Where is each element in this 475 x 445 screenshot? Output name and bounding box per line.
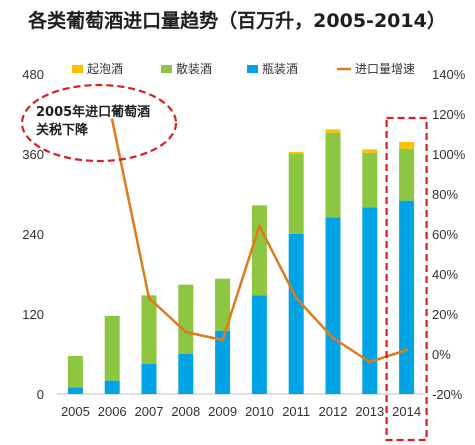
bar-瓶装酒 (67, 387, 83, 394)
bar-瓶装酒 (288, 234, 304, 394)
y2-tick-label: 140% (432, 67, 466, 82)
x-tick-label: 2006 (98, 404, 127, 419)
bar-散装酒 (178, 284, 194, 354)
bar-散装酒 (399, 148, 415, 201)
growth-rate-point (221, 338, 225, 342)
y2-tick-label: 0% (432, 347, 451, 362)
bar-散装酒 (141, 295, 157, 364)
bar-瓶装酒 (325, 217, 341, 394)
y2-tick-label: -20% (432, 387, 463, 402)
x-tick-label: 2010 (245, 404, 274, 419)
bar-散装酒 (325, 132, 341, 218)
plot-area: 0 120 240 360 480 -20% 0% 20% 40% 60% 80% 100% 120% 1… (22, 67, 465, 419)
callout-ellipse (20, 83, 178, 163)
highlight-2014-box (385, 116, 428, 442)
bar-起泡酒 (325, 129, 341, 133)
legend-label: 散装酒 (176, 61, 212, 76)
growth-rate-point (110, 118, 114, 122)
bar-起泡酒 (362, 149, 378, 153)
y2-tick-label: 100% (432, 147, 466, 162)
bar-瓶装酒 (251, 295, 267, 394)
growth-rate-point (184, 330, 188, 334)
chart-title: 各类葡萄酒进口量趋势（百万升，2005-2014） (27, 9, 446, 32)
y-tick-label: 360 (22, 147, 44, 162)
bar-散装酒 (67, 356, 83, 388)
bar-散装酒 (215, 278, 231, 331)
y-tick-label: 240 (22, 227, 44, 242)
x-tick-label: 2005 (61, 404, 90, 419)
x-tick-label: 2011 (282, 404, 310, 419)
legend-swatch (72, 65, 83, 73)
callout-line-1: 2005年进口葡萄酒 (36, 104, 150, 120)
x-tick-label: 2007 (135, 404, 164, 419)
bar-散装酒 (251, 205, 267, 296)
y-tick-label: 480 (22, 67, 44, 82)
callout-line-2: 关税下降 (36, 122, 89, 138)
x-tick-label: 2012 (319, 404, 348, 419)
y2-tick-label: 120% (432, 107, 466, 122)
legend-swatch (247, 65, 258, 73)
growth-rate-point (257, 224, 261, 228)
y2-tick-label: 80% (432, 187, 458, 202)
bar-瓶装酒 (362, 207, 378, 394)
bar-散装酒 (288, 154, 304, 234)
legend-label: 进口量增速 (355, 62, 415, 76)
y2-tick-label: 40% (432, 267, 458, 282)
y-tick-label: 0 (37, 387, 44, 402)
x-tick-label: 2009 (208, 404, 237, 419)
bar-瓶装酒 (215, 330, 231, 394)
bar-散装酒 (104, 316, 120, 381)
bar-起泡酒 (288, 152, 304, 154)
y2-tick-label: 20% (432, 307, 458, 322)
x-tick-label: 2013 (355, 404, 384, 419)
legend-label: 瓶装酒 (262, 62, 298, 76)
x-tick-label: 2014 (392, 404, 421, 419)
bar-散装酒 (362, 152, 378, 208)
legend: 起泡酒 散装酒 瓶装酒 进口量增速 (72, 61, 415, 76)
legend-label: 起泡酒 (87, 62, 123, 76)
growth-rate-point (147, 296, 151, 300)
bar-起泡酒 (399, 142, 415, 149)
legend-swatch (161, 65, 172, 73)
growth-rate-point (368, 360, 372, 364)
bar-瓶装酒 (141, 364, 157, 394)
x-tick-label: 2008 (171, 404, 200, 419)
growth-rate-point (331, 336, 335, 340)
bar-瓶装酒 (399, 200, 415, 394)
y-tick-label: 120 (22, 307, 44, 322)
growth-rate-point (405, 348, 409, 352)
y2-tick-label: 60% (432, 227, 458, 242)
bar-瓶装酒 (178, 354, 194, 394)
bar-瓶装酒 (104, 380, 120, 394)
growth-rate-point (294, 296, 298, 300)
